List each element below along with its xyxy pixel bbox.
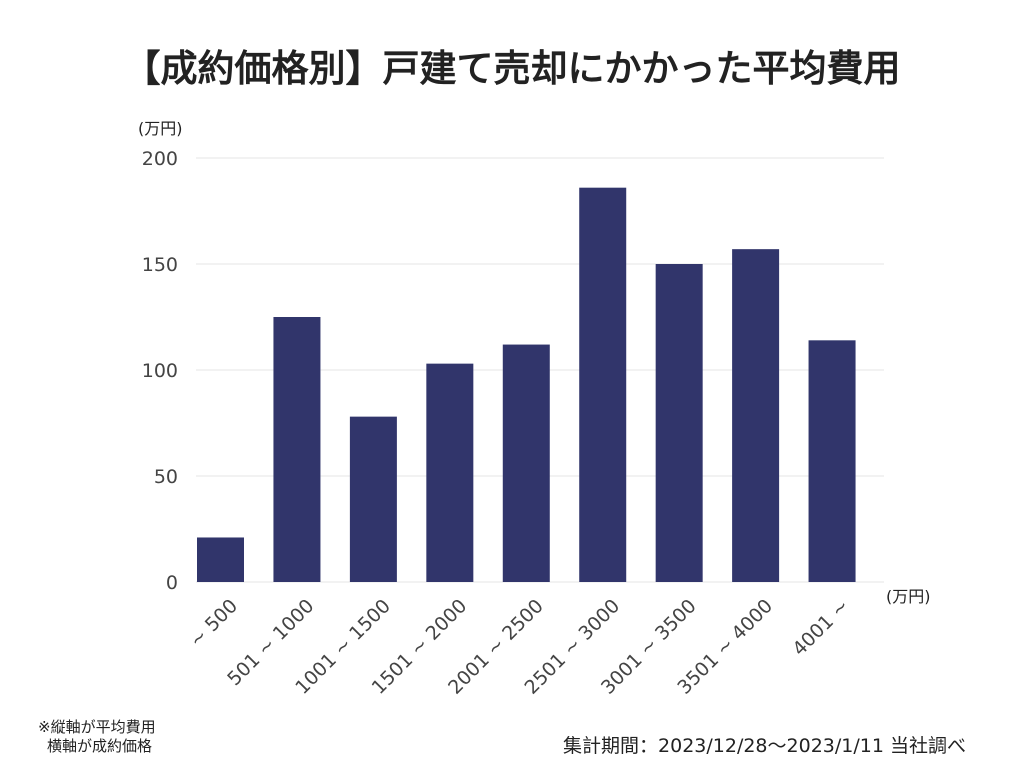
y-tick-label: 0 — [166, 572, 178, 594]
bar — [502, 344, 550, 582]
y-tick-label: 50 — [154, 466, 178, 488]
bar — [732, 249, 780, 582]
y-tick-label: 150 — [142, 254, 178, 276]
bar — [579, 187, 627, 582]
x-axis-unit-label: (万円) — [886, 587, 931, 606]
bar — [273, 317, 321, 582]
bars — [197, 187, 856, 582]
y-tick-label: 200 — [142, 148, 178, 170]
bar — [349, 416, 397, 582]
bar — [808, 340, 856, 582]
x-tick-label: ~ 500 — [185, 595, 242, 652]
axis-note: ※縦軸が平均費用 横軸が成約価格 — [38, 718, 156, 756]
axis-note-line-1: ※縦軸が平均費用 — [38, 718, 156, 736]
bar — [655, 264, 703, 582]
axis-note-line-2: 横軸が成約価格 — [47, 737, 153, 755]
data-source-note: 集計期間：2023/12/28〜2023/1/11 当社調べ — [563, 735, 966, 757]
x-tick-label: 4001 ~ — [788, 595, 853, 660]
y-axis-ticks: 0 50 100 150 200 — [142, 148, 178, 594]
y-tick-label: 100 — [142, 360, 178, 382]
bar — [197, 537, 244, 582]
bar — [426, 363, 474, 582]
chart-title: 【成約価格別】戸建て売却にかかった平均費用 — [123, 47, 901, 90]
y-axis-unit-label: (万円) — [138, 119, 183, 138]
